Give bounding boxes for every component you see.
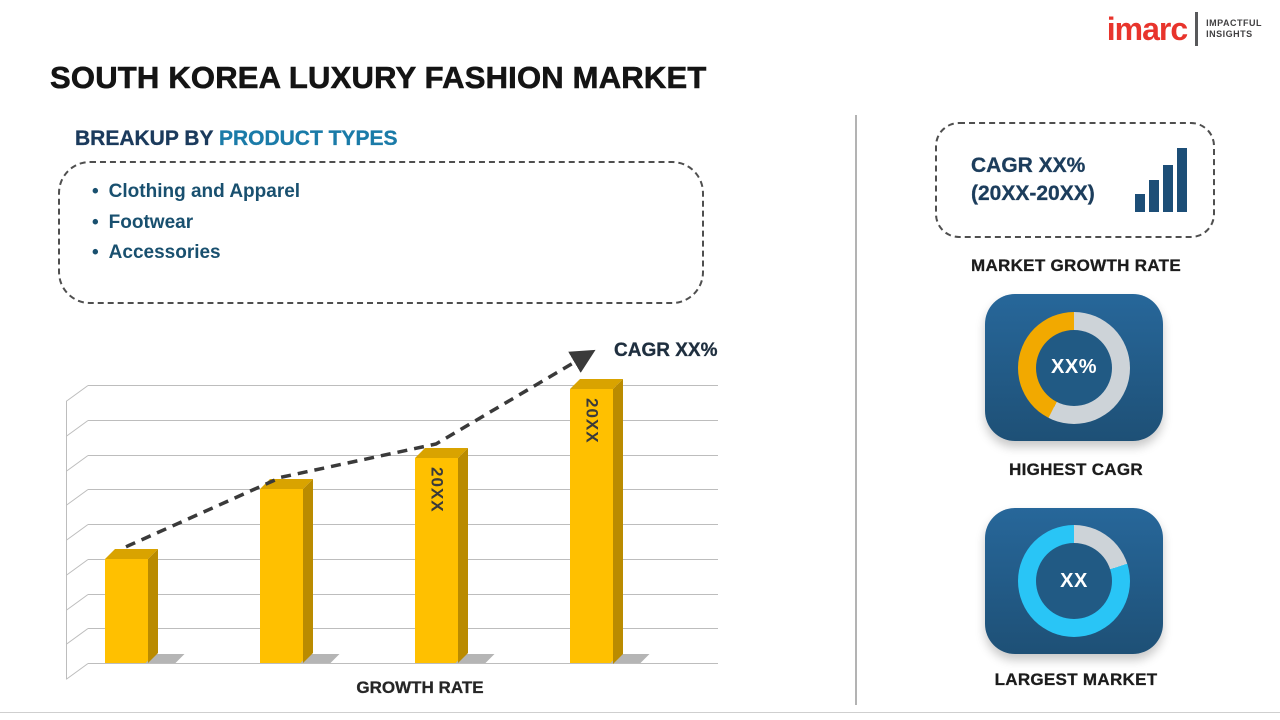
list-item: Accessories: [92, 238, 702, 269]
plot-area: 20XX 20XX: [88, 385, 718, 664]
bar-shadow: [300, 654, 340, 663]
cagr-box-text: CAGR XX% (20XX-20XX): [971, 152, 1095, 208]
bar: 20XX: [415, 458, 495, 663]
bar-chart-icon-bar: [1177, 148, 1187, 212]
imarc-logo: imarc IMPACTFUL INSIGHTS: [1107, 12, 1262, 46]
list-item: Clothing and Apparel: [92, 177, 702, 208]
breakup-heading-accent: PRODUCT TYPES: [218, 127, 398, 150]
logo-tagline: IMPACTFUL INSIGHTS: [1206, 18, 1262, 40]
highest-cagr-donut: XX%: [1018, 311, 1130, 424]
gridline: [88, 593, 718, 595]
bar-shadow: [610, 654, 650, 663]
imarc-brand-text: imarc: [1106, 11, 1188, 47]
logo-tagline-line1: IMPACTFUL: [1206, 18, 1262, 28]
bar-shadow: [145, 654, 185, 663]
highest-cagr-tile: XX%: [985, 294, 1163, 441]
gridline: [88, 454, 718, 456]
largest-market-donut: XX: [1018, 525, 1130, 637]
bar-chart-icon-bar: [1135, 194, 1145, 212]
donut-hole: [1036, 329, 1112, 406]
bar-chart-icon-bar: [1163, 165, 1173, 212]
bar-chart-icon: [1135, 148, 1187, 212]
bar-label: 20XX: [582, 397, 602, 444]
gridline: [88, 628, 718, 630]
bar-chart-icon-bar: [1149, 180, 1159, 212]
gridline: [88, 524, 718, 525]
page-title: SOUTH KOREA LUXURY FASHION MARKET: [50, 60, 707, 96]
cagr-annotation: CAGR XX%: [614, 340, 718, 361]
market-growth-rate-box: CAGR XX% (20XX-20XX): [935, 122, 1215, 238]
bar: [105, 558, 185, 663]
gridline: [88, 419, 718, 421]
logo-tagline-line2: INSIGHTS: [1206, 29, 1253, 39]
donut-hole: [1036, 543, 1112, 619]
growth-bar-chart: 20XX 20XX: [60, 330, 750, 679]
logo-divider-bar: [1195, 12, 1199, 46]
breakup-heading: BREAKUP BY PRODUCT TYPES: [75, 127, 398, 151]
bar-shadow: [455, 654, 495, 663]
bottom-rule: [0, 712, 1280, 713]
highest-cagr-value: XX%: [1051, 356, 1097, 378]
caption-largest-market: LARGEST MARKET: [994, 670, 1158, 689]
breakup-heading-prefix: BREAKUP BY: [75, 127, 219, 150]
caption-highest-cagr: HIGHEST CAGR: [1009, 460, 1143, 479]
vertical-divider: [855, 115, 857, 705]
bar: [260, 489, 340, 663]
largest-market-tile: XX: [985, 508, 1163, 654]
gridline: [88, 489, 718, 491]
breakup-list: Clothing and Apparel Footwear Accessorie…: [60, 163, 702, 269]
breakup-box: Clothing and Apparel Footwear Accessorie…: [58, 161, 704, 304]
largest-market-value: XX: [1060, 569, 1088, 592]
caption-market-growth-rate: MARKET GROWTH RATE: [970, 256, 1181, 275]
x-axis-label: GROWTH RATE: [356, 678, 484, 697]
cagr-box-line2: (20XX-20XX): [971, 182, 1095, 205]
list-item: Footwear: [92, 208, 702, 239]
gridline: [88, 385, 718, 386]
bar-label: 20XX: [427, 467, 447, 513]
bar: 20XX: [570, 388, 650, 663]
gridline: [88, 663, 718, 664]
cagr-box-line1: CAGR XX%: [971, 154, 1086, 177]
gridline: [88, 558, 718, 560]
